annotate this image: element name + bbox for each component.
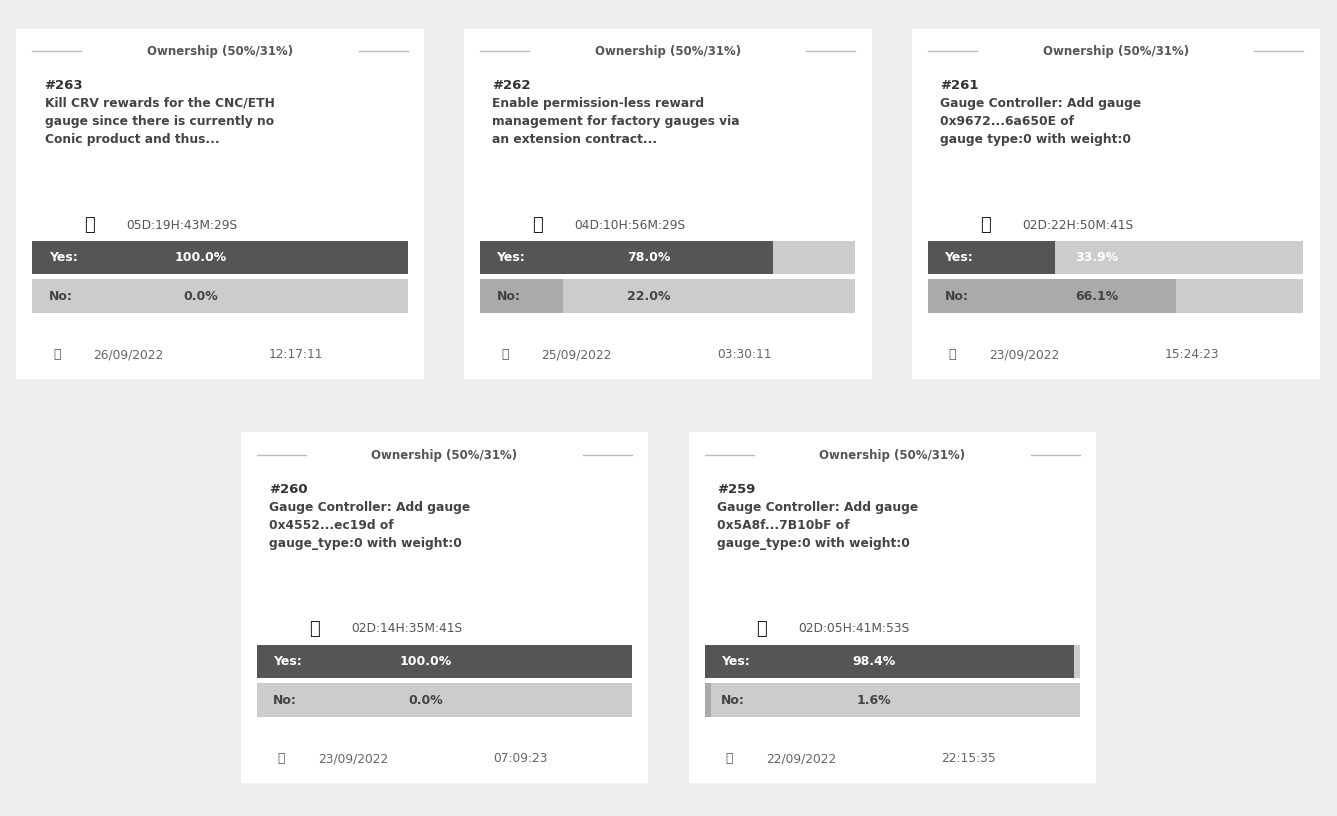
Text: 05D:19H:43M:29S: 05D:19H:43M:29S <box>126 219 237 232</box>
Text: 100.0%: 100.0% <box>175 251 227 264</box>
Text: ⏰: ⏰ <box>949 348 956 361</box>
Text: Yes:: Yes: <box>721 655 750 668</box>
Bar <box>928 279 1304 313</box>
Text: ⧖: ⧖ <box>532 216 543 234</box>
Text: #262: #262 <box>492 79 531 92</box>
Text: Enable permission-less reward
management for factory gauges via
an extension con: Enable permission-less reward management… <box>492 97 741 146</box>
Text: ⏰: ⏰ <box>278 752 285 765</box>
Text: Yes:: Yes: <box>944 251 973 264</box>
Text: 23/09/2022: 23/09/2022 <box>989 348 1059 361</box>
Text: 1.6%: 1.6% <box>857 694 890 707</box>
Text: ⧖: ⧖ <box>980 216 991 234</box>
Text: Ownership (50%/31%): Ownership (50%/31%) <box>372 449 517 462</box>
Text: 33.9%: 33.9% <box>1075 251 1119 264</box>
Bar <box>705 683 711 716</box>
Text: No:: No: <box>944 290 968 303</box>
Text: ⧖: ⧖ <box>84 216 95 234</box>
Text: No:: No: <box>496 290 520 303</box>
Bar <box>32 241 408 274</box>
Bar <box>705 645 1074 678</box>
Text: Ownership (50%/31%): Ownership (50%/31%) <box>820 449 965 462</box>
Text: #261: #261 <box>940 79 979 92</box>
FancyBboxPatch shape <box>460 25 876 383</box>
Text: 15:24:23: 15:24:23 <box>1165 348 1219 361</box>
FancyBboxPatch shape <box>685 429 1100 787</box>
Bar <box>928 241 1304 274</box>
Text: ⏰: ⏰ <box>501 348 508 361</box>
Text: 02D:22H:50M:41S: 02D:22H:50M:41S <box>1021 219 1132 232</box>
Text: No:: No: <box>48 290 72 303</box>
Text: 04D:10H:56M:29S: 04D:10H:56M:29S <box>574 219 685 232</box>
Bar <box>257 645 632 678</box>
Text: #260: #260 <box>269 483 308 496</box>
Text: 02D:05H:41M:53S: 02D:05H:41M:53S <box>798 623 910 636</box>
Text: ⏰: ⏰ <box>53 348 60 361</box>
Text: #263: #263 <box>44 79 83 92</box>
Text: 100.0%: 100.0% <box>400 655 452 668</box>
Text: 0.0%: 0.0% <box>408 694 443 707</box>
Text: #259: #259 <box>717 483 755 496</box>
FancyBboxPatch shape <box>908 25 1324 383</box>
Text: 07:09:23: 07:09:23 <box>493 752 548 765</box>
Bar <box>705 683 1080 716</box>
Text: 98.4%: 98.4% <box>852 655 896 668</box>
Text: Yes:: Yes: <box>273 655 302 668</box>
Text: 03:30:11: 03:30:11 <box>717 348 771 361</box>
Text: 22:15:35: 22:15:35 <box>941 752 996 765</box>
Text: 26/09/2022: 26/09/2022 <box>94 348 163 361</box>
Text: Gauge Controller: Add gauge
0x5A8f...7B10bF of
gauge_type:0 with weight:0: Gauge Controller: Add gauge 0x5A8f...7B1… <box>717 501 919 550</box>
Text: Ownership (50%/31%): Ownership (50%/31%) <box>147 45 293 58</box>
Text: 22.0%: 22.0% <box>627 290 671 303</box>
Bar <box>480 279 856 313</box>
Text: 12:17:11: 12:17:11 <box>269 348 324 361</box>
Bar <box>257 683 632 716</box>
Text: Kill CRV rewards for the CNC/ETH
gauge since there is currently no
Conic product: Kill CRV rewards for the CNC/ETH gauge s… <box>44 97 274 146</box>
Text: ⏰: ⏰ <box>726 752 733 765</box>
Text: Gauge Controller: Add gauge
0x4552...ec19d of
gauge_type:0 with weight:0: Gauge Controller: Add gauge 0x4552...ec1… <box>269 501 471 550</box>
Bar <box>705 645 1080 678</box>
Text: Yes:: Yes: <box>496 251 525 264</box>
Text: Ownership (50%/31%): Ownership (50%/31%) <box>595 45 741 58</box>
Text: Gauge Controller: Add gauge
0x9672...6a650E of
gauge type:0 with weight:0: Gauge Controller: Add gauge 0x9672...6a6… <box>940 97 1142 146</box>
Text: Yes:: Yes: <box>48 251 78 264</box>
Bar <box>928 279 1177 313</box>
Text: 23/09/2022: 23/09/2022 <box>318 752 388 765</box>
Bar <box>257 645 632 678</box>
Text: ⧖: ⧖ <box>757 620 767 638</box>
FancyBboxPatch shape <box>237 429 652 787</box>
Text: 78.0%: 78.0% <box>627 251 671 264</box>
Bar <box>480 241 856 274</box>
Bar <box>480 241 773 274</box>
Text: 22/09/2022: 22/09/2022 <box>766 752 836 765</box>
Bar <box>32 279 408 313</box>
Bar <box>928 241 1055 274</box>
Bar <box>32 241 408 274</box>
Text: No:: No: <box>273 694 297 707</box>
FancyBboxPatch shape <box>12 25 428 383</box>
Text: 02D:14H:35M:41S: 02D:14H:35M:41S <box>350 623 461 636</box>
Text: No:: No: <box>721 694 745 707</box>
Text: ⧖: ⧖ <box>309 620 320 638</box>
Text: 66.1%: 66.1% <box>1075 290 1119 303</box>
Text: 25/09/2022: 25/09/2022 <box>541 348 612 361</box>
Bar <box>480 279 563 313</box>
Text: 0.0%: 0.0% <box>183 290 218 303</box>
Text: Ownership (50%/31%): Ownership (50%/31%) <box>1043 45 1189 58</box>
